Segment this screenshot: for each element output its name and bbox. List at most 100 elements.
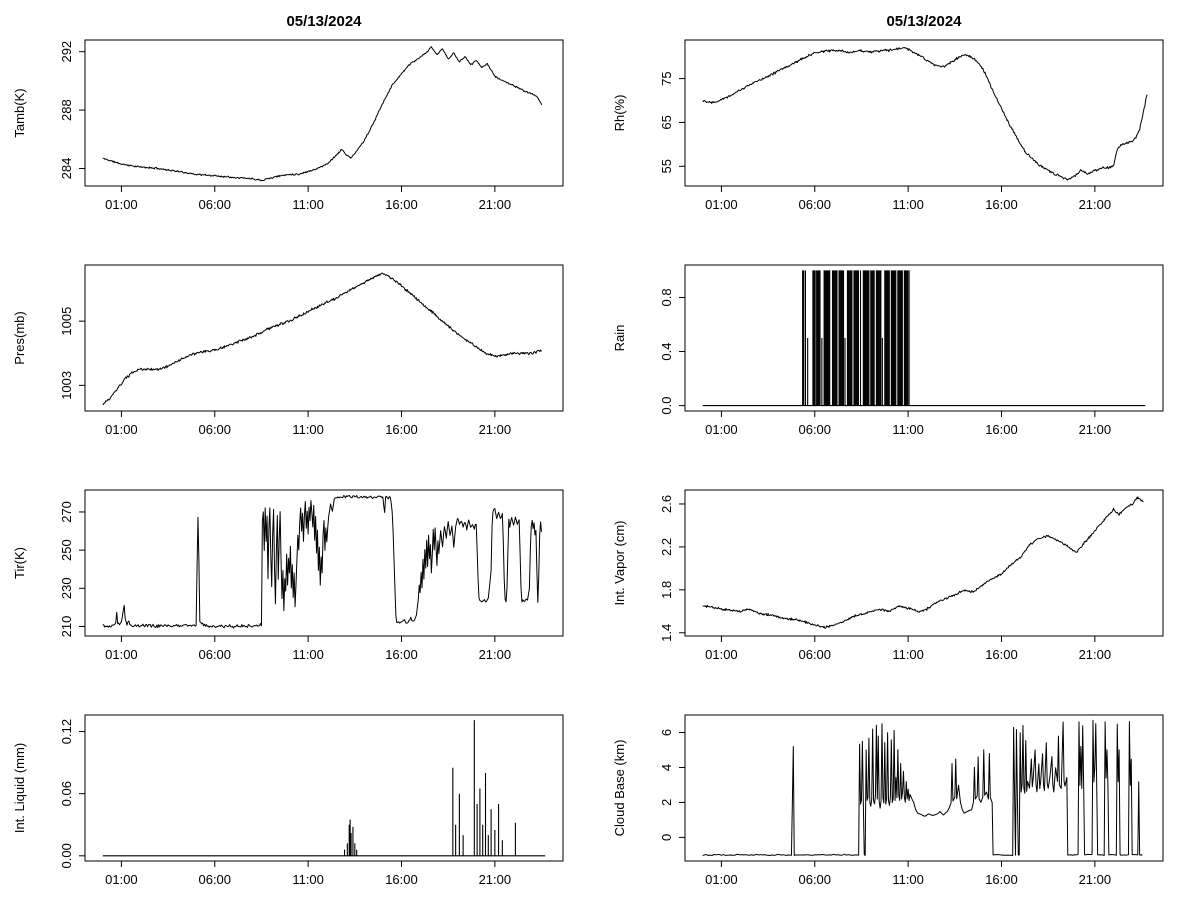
- series-line: [702, 496, 1144, 629]
- x-tick-label: 06:00: [198, 647, 231, 662]
- chart-relative-humidity: 05/13/2024 01:00 06:00 11:00 16:00 21:00 55 65 7…: [600, 0, 1200, 225]
- y-tick-label: 65: [659, 115, 674, 129]
- x-tick-label: 21:00: [479, 647, 512, 662]
- series-group: [102, 272, 542, 406]
- plot-box: [684, 39, 1164, 187]
- x-tick-label: 01:00: [105, 647, 138, 662]
- x-tick-label: 01:00: [105, 422, 138, 437]
- plot-box: [684, 714, 1164, 862]
- y-axis-label: Cloud Base (km): [612, 740, 627, 837]
- x-tick-label: 21:00: [479, 197, 512, 212]
- plot-svg-relative-humidity: 05/13/2024 01:00 06:00 11:00 16:00 21:00 55 65 7…: [612, 13, 1164, 212]
- chart-pressure: 01:00 06:00 11:00 16:00 21:00 1003 1005 Pres(mb…: [0, 225, 600, 450]
- y-tick-label: 1003: [59, 371, 74, 400]
- series-group: [702, 270, 1146, 407]
- chart-cloud-base-height: 01:00 06:00 11:00 16:00 21:00 0 2 4 6 Cloud Base …: [600, 675, 1200, 900]
- y-axis-label: Tir(K): [12, 547, 27, 579]
- y-tick-label: 1005: [59, 307, 74, 336]
- chart-title: 05/13/2024: [886, 13, 962, 30]
- series-group: [702, 46, 1148, 181]
- chart-title: 05/13/2024: [286, 13, 362, 30]
- x-tick-label: 06:00: [798, 422, 831, 437]
- y-tick-label: 270: [59, 501, 74, 523]
- x-tick-label: 06:00: [198, 872, 231, 887]
- x-tick-label: 11:00: [892, 872, 924, 887]
- x-tick-label: 11:00: [292, 647, 324, 662]
- x-tick-label: 06:00: [198, 197, 231, 212]
- y-tick-label: 210: [59, 616, 74, 638]
- x-tick-label: 16:00: [985, 422, 1018, 437]
- y-tick-label: 0.12: [59, 719, 74, 744]
- y-tick-label: 0.06: [59, 781, 74, 806]
- y-tick-label: 4: [659, 764, 674, 771]
- plot-svg-integrated-vapor: 01:00 06:00 11:00 16:00 21:00 1.4 1.8 2.2 2.6 Int…: [612, 489, 1164, 662]
- x-tick-label: 16:00: [385, 647, 418, 662]
- plot-svg-rain-flag: 01:00 06:00 11:00 16:00 21:00 0.0 0.4 0.8 Rain: [612, 264, 1164, 437]
- y-tick-label: 1.4: [659, 624, 674, 642]
- y-axis-label: Int. Liquid (mm): [12, 743, 27, 833]
- x-tick-label: 06:00: [798, 872, 831, 887]
- y-tick-label: 55: [659, 159, 674, 173]
- series-line: [102, 494, 543, 629]
- y-tick-label: 250: [59, 539, 74, 561]
- plot-box: [684, 489, 1164, 637]
- series-group: [102, 46, 543, 182]
- y-tick-label: 0.0: [659, 397, 674, 415]
- y-axis-label: Pres(mb): [12, 311, 27, 364]
- y-tick-label: 2.2: [659, 538, 674, 556]
- x-tick-label: 06:00: [798, 647, 831, 662]
- x-tick-label: 01:00: [105, 872, 138, 887]
- series-group: [702, 719, 1143, 857]
- x-tick-label: 21:00: [479, 872, 512, 887]
- plot-svg-pressure: 01:00 06:00 11:00 16:00 21:00 1003 1005 Pres(mb…: [12, 264, 564, 437]
- x-tick-label: 16:00: [985, 872, 1018, 887]
- plot-box: [84, 264, 564, 412]
- plot-svg-cloud-base-height: 01:00 06:00 11:00 16:00 21:00 0 2 4 6 Cloud Base …: [612, 714, 1164, 887]
- y-axis-label: Rh(%): [612, 95, 627, 132]
- y-tick-label: 0.00: [59, 843, 74, 868]
- chart-rain-flag: 01:00 06:00 11:00 16:00 21:00 0.0 0.4 0.8 Rain: [600, 225, 1200, 450]
- y-tick-label: 0: [659, 834, 674, 841]
- y-axis-label: Int. Vapor (cm): [612, 520, 627, 605]
- plot-box: [84, 489, 564, 637]
- x-tick-label: 11:00: [892, 197, 924, 212]
- series-group: [102, 720, 546, 857]
- x-tick-label: 11:00: [292, 872, 324, 887]
- chart-infrared-sky-temperature: 01:00 06:00 11:00 16:00 21:00 210 230 250 270 Tir…: [0, 450, 600, 675]
- series-line: [702, 46, 1148, 181]
- series-group: [702, 496, 1144, 629]
- x-tick-label: 01:00: [705, 422, 738, 437]
- x-tick-label: 11:00: [892, 647, 924, 662]
- y-tick-label: 1.8: [659, 581, 674, 599]
- x-tick-label: 21:00: [1079, 872, 1112, 887]
- series-spikes: [702, 270, 1146, 407]
- x-tick-label: 01:00: [705, 197, 738, 212]
- plot-box: [84, 714, 564, 862]
- x-tick-label: 01:00: [705, 872, 738, 887]
- plot-svg-integrated-liquid: 01:00 06:00 11:00 16:00 21:00 0.00 0.06 0.12 Int…: [12, 714, 564, 887]
- x-tick-label: 11:00: [892, 422, 924, 437]
- x-tick-label: 21:00: [1079, 422, 1112, 437]
- x-tick-label: 21:00: [479, 422, 512, 437]
- chart-integrated-liquid: 01:00 06:00 11:00 16:00 21:00 0.00 0.06 0.12 Int…: [0, 675, 600, 900]
- series-line: [102, 46, 543, 182]
- series-line: [702, 719, 1143, 857]
- x-tick-label: 21:00: [1079, 647, 1112, 662]
- y-axis-label: Tamb(K): [12, 88, 27, 137]
- y-tick-label: 288: [59, 99, 74, 121]
- x-tick-label: 16:00: [385, 422, 418, 437]
- x-tick-label: 21:00: [1079, 197, 1112, 212]
- x-tick-label: 16:00: [985, 647, 1018, 662]
- chart-ambient-temperature: 05/13/2024 01:00 06:00 11:00 16:00 21:00 284 28…: [0, 0, 600, 225]
- y-tick-label: 230: [59, 577, 74, 599]
- y-tick-label: 0.8: [659, 288, 674, 306]
- plot-box: [684, 264, 1164, 412]
- y-tick-label: 2: [659, 799, 674, 806]
- x-tick-label: 01:00: [105, 197, 138, 212]
- x-tick-label: 01:00: [705, 647, 738, 662]
- y-tick-label: 6: [659, 729, 674, 736]
- y-tick-label: 284: [59, 158, 74, 180]
- x-tick-label: 16:00: [385, 872, 418, 887]
- x-tick-label: 16:00: [385, 197, 418, 212]
